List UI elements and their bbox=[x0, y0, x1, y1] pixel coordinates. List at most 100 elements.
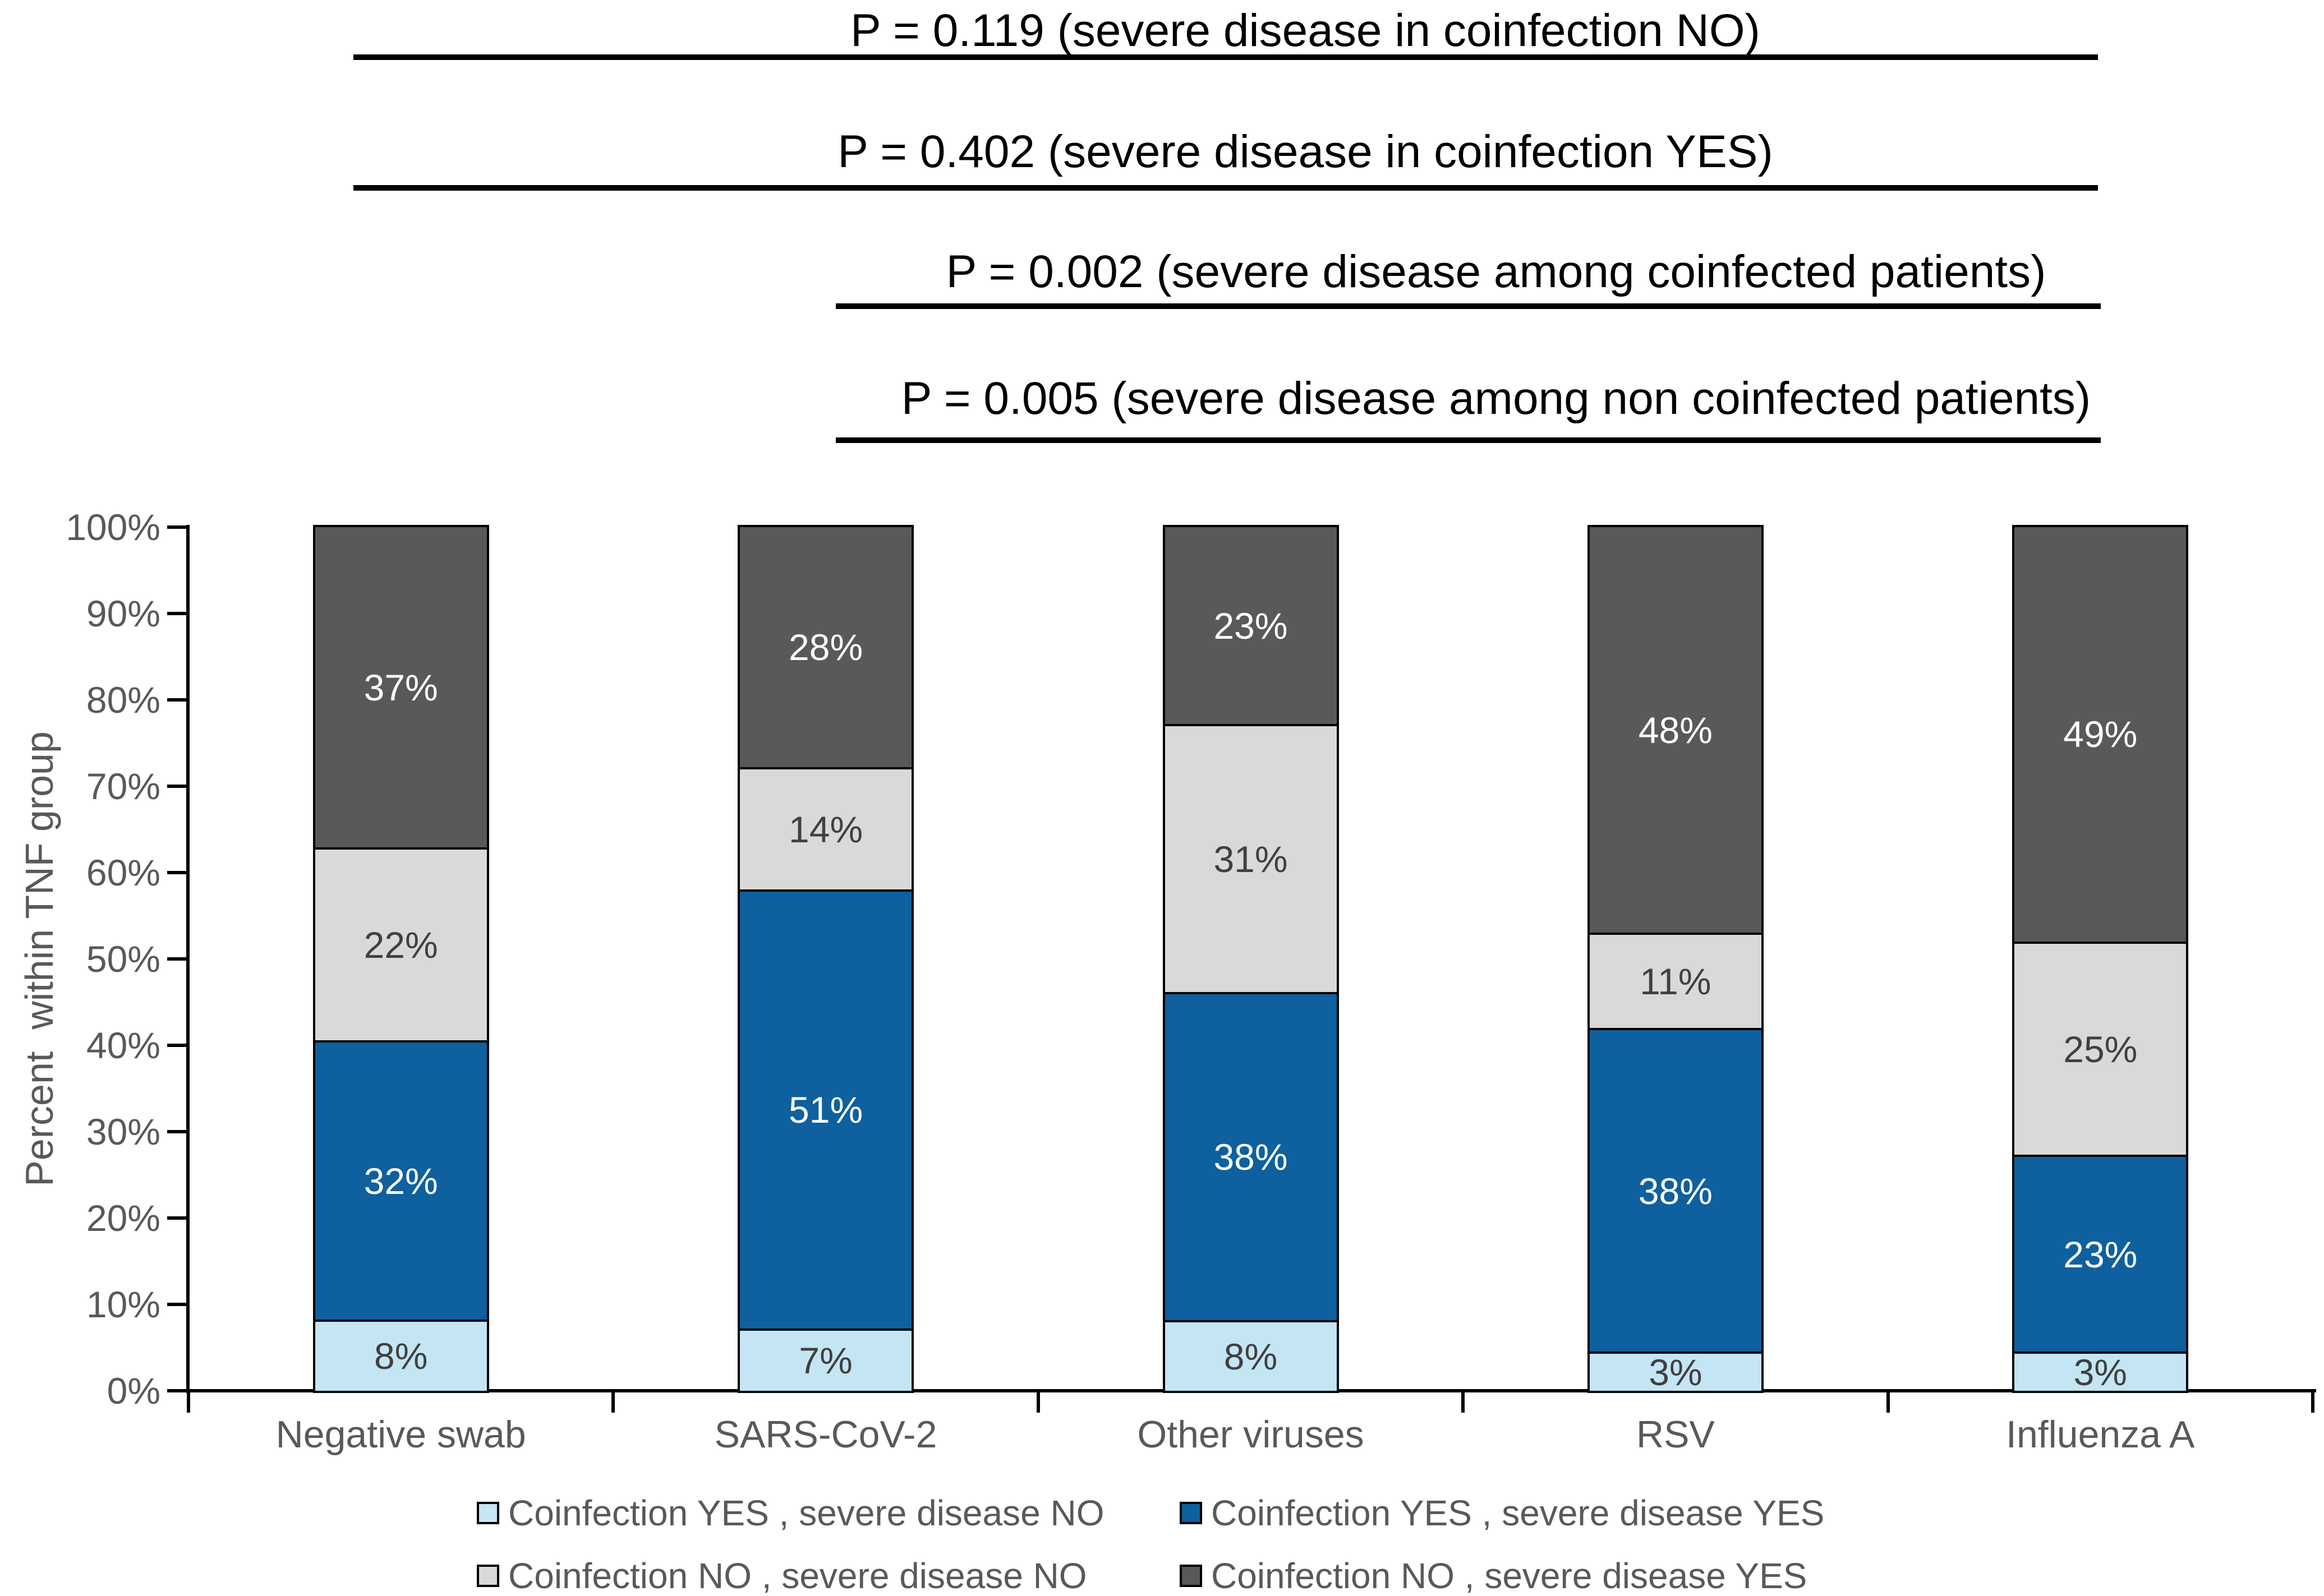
x-category-label-RSV: RSV bbox=[1636, 1413, 1715, 1456]
y-tick-50% bbox=[167, 957, 188, 961]
p-value-line-1 bbox=[353, 54, 2098, 60]
y-tick-0% bbox=[167, 1389, 188, 1392]
y-tick-90% bbox=[167, 612, 188, 615]
x-tick-1 bbox=[611, 1392, 615, 1413]
legend-swatch-icon bbox=[477, 1502, 499, 1524]
bar-segment-Negative swab-series-1: 32% bbox=[315, 1042, 487, 1322]
bar-value-label: 22% bbox=[363, 924, 438, 966]
x-tick-4 bbox=[1886, 1392, 1890, 1413]
legend-swatch-icon bbox=[1180, 1565, 1202, 1587]
y-tick-10% bbox=[167, 1303, 188, 1306]
bar-segment-SARS-CoV-2-series-2: 14% bbox=[740, 769, 912, 892]
legend-label: Coinfection NO , severe disease YES bbox=[1211, 1556, 1807, 1596]
y-tick-70% bbox=[167, 785, 188, 788]
legend-label: Coinfection YES , severe disease NO bbox=[508, 1493, 1105, 1533]
bar-Negative swab: 37% 22% 32% 8% bbox=[312, 525, 489, 1393]
bar-value-label: 8% bbox=[374, 1335, 428, 1377]
legend-swatch-icon bbox=[1180, 1502, 1202, 1524]
p-value-line-3 bbox=[836, 303, 2101, 309]
y-tick-label-40%: 40% bbox=[86, 1025, 160, 1066]
p-value-text-1: P = 0.119 (severe disease in coinfection… bbox=[850, 5, 1760, 56]
bar-value-label: 11% bbox=[1640, 961, 1711, 1003]
bar-segment-Influenza A-series-1: 23% bbox=[2014, 1157, 2187, 1354]
legend-label: Coinfection NO , severe disease NO bbox=[508, 1556, 1087, 1596]
legend-swatch-icon bbox=[477, 1565, 499, 1587]
y-tick-label-30%: 30% bbox=[86, 1111, 160, 1152]
bar-segment-Influenza A-series-3: 49% bbox=[2014, 527, 2187, 944]
bar-segment-SARS-CoV-2-series-1: 51% bbox=[740, 891, 912, 1331]
bar-value-label: 38% bbox=[1638, 1170, 1713, 1212]
bar-value-label: 37% bbox=[363, 666, 438, 708]
bar-value-label: 3% bbox=[1649, 1351, 1702, 1393]
bar-value-label: 23% bbox=[1213, 605, 1288, 647]
bar-value-label: 7% bbox=[799, 1340, 853, 1382]
bar-value-label: 38% bbox=[1213, 1136, 1288, 1178]
x-tick-2 bbox=[1036, 1392, 1040, 1413]
x-category-label-Other viruses: Other viruses bbox=[1137, 1413, 1364, 1456]
y-tick-label-70%: 70% bbox=[86, 765, 160, 807]
y-tick-label-20%: 20% bbox=[86, 1197, 160, 1239]
legend-item-3: Coinfection NO , severe disease YES bbox=[1180, 1556, 1807, 1596]
y-tick-label-50%: 50% bbox=[86, 938, 160, 980]
bar-segment-SARS-CoV-2-series-3: 28% bbox=[740, 527, 912, 769]
x-category-label-Influenza A: Influenza A bbox=[2006, 1413, 2195, 1456]
bar-Other viruses: 23% 31% 38% 8% bbox=[1162, 525, 1339, 1393]
bar-segment-RSV-series-2: 11% bbox=[1589, 935, 1761, 1031]
bar-value-label: 48% bbox=[1638, 709, 1713, 751]
bar-segment-Other viruses-series-0: 8% bbox=[1165, 1322, 1337, 1391]
y-tick-40% bbox=[167, 1044, 188, 1047]
p-value-text-4: P = 0.005 (severe disease among non coin… bbox=[901, 373, 2091, 424]
y-tick-label-0%: 0% bbox=[107, 1370, 160, 1412]
bar-segment-Negative swab-series-2: 22% bbox=[315, 850, 487, 1043]
legend-item-2: Coinfection NO , severe disease NO bbox=[477, 1556, 1087, 1596]
bar-segment-RSV-series-1: 38% bbox=[1589, 1030, 1761, 1354]
p-value-line-2 bbox=[353, 185, 2098, 191]
bar-Influenza A: 49% 25% 23% 3% bbox=[2012, 525, 2189, 1393]
bar-segment-Negative swab-series-0: 8% bbox=[315, 1321, 487, 1391]
bar-value-label: 23% bbox=[2063, 1233, 2138, 1275]
bar-value-label: 3% bbox=[2073, 1351, 2127, 1393]
bar-value-label: 8% bbox=[1223, 1335, 1278, 1377]
bar-RSV: 48% 11% 38% 3% bbox=[1587, 525, 1764, 1393]
bar-segment-RSV-series-0: 3% bbox=[1589, 1351, 1761, 1393]
p-value-text-3: P = 0.002 (severe disease among coinfect… bbox=[946, 246, 2046, 297]
y-tick-20% bbox=[167, 1216, 188, 1220]
y-tick-label-10%: 10% bbox=[86, 1284, 160, 1325]
y-tick-label-100%: 100% bbox=[66, 506, 160, 548]
bar-value-label: 49% bbox=[2063, 713, 2138, 755]
y-tick-label-60%: 60% bbox=[86, 852, 160, 893]
bar-value-label: 25% bbox=[2063, 1028, 2138, 1070]
p-value-line-4 bbox=[836, 437, 2101, 443]
p-value-text-2: P = 0.402 (severe disease in coinfection… bbox=[837, 126, 1773, 177]
legend-item-1: Coinfection YES , severe disease YES bbox=[1180, 1493, 1824, 1533]
bar-value-label: 32% bbox=[363, 1160, 438, 1202]
x-tick-0 bbox=[187, 1392, 190, 1413]
y-tick-100% bbox=[167, 525, 188, 529]
bar-segment-RSV-series-3: 48% bbox=[1589, 527, 1761, 935]
y-tick-60% bbox=[167, 871, 188, 874]
bar-SARS-CoV-2: 28% 14% 51% 7% bbox=[738, 525, 914, 1393]
bar-segment-Other viruses-series-1: 38% bbox=[1165, 994, 1337, 1322]
bar-value-label: 14% bbox=[789, 808, 863, 850]
bar-segment-Other viruses-series-3: 23% bbox=[1165, 527, 1337, 727]
bar-segment-Negative swab-series-3: 37% bbox=[315, 527, 487, 850]
bar-value-label: 51% bbox=[789, 1089, 863, 1131]
legend-item-0: Coinfection YES , severe disease NO bbox=[477, 1493, 1104, 1533]
bar-value-label: 31% bbox=[1213, 838, 1288, 880]
y-tick-80% bbox=[167, 698, 188, 702]
x-category-label-SARS-CoV-2: SARS-CoV-2 bbox=[714, 1413, 937, 1456]
legend-label: Coinfection YES , severe disease YES bbox=[1211, 1493, 1825, 1533]
bar-segment-SARS-CoV-2-series-0: 7% bbox=[740, 1331, 912, 1391]
bar-value-label: 28% bbox=[789, 626, 863, 668]
y-tick-label-90%: 90% bbox=[86, 593, 160, 634]
bar-segment-Influenza A-series-0: 3% bbox=[2014, 1351, 2187, 1393]
y-axis-line bbox=[186, 525, 190, 1393]
y-tick-label-80%: 80% bbox=[86, 679, 160, 721]
bar-segment-Other viruses-series-2: 31% bbox=[1165, 726, 1337, 995]
x-tick-3 bbox=[1461, 1392, 1465, 1413]
y-tick-30% bbox=[167, 1130, 188, 1133]
bar-segment-Influenza A-series-2: 25% bbox=[2014, 943, 2187, 1157]
x-tick-5 bbox=[2311, 1392, 2314, 1413]
x-category-label-Negative swab: Negative swab bbox=[275, 1413, 526, 1456]
